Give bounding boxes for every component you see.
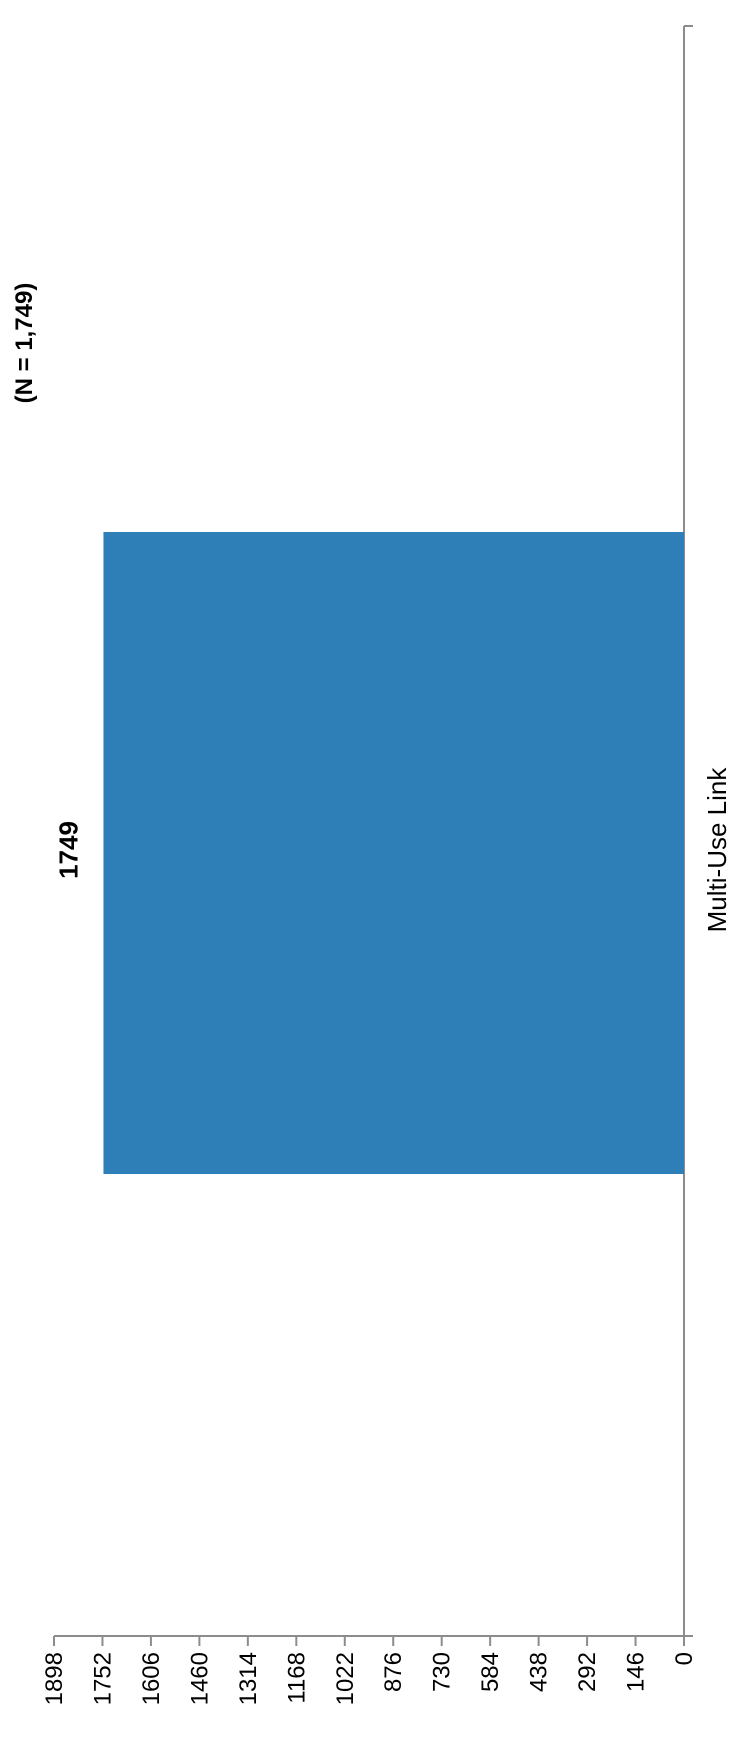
value-axis-tick-label: 292 [574, 1652, 601, 1692]
category-label: Multi-Use Link [702, 767, 732, 933]
value-axis-tick-label: 1314 [235, 1652, 262, 1705]
value-axis-tick-label: 438 [526, 1652, 553, 1692]
value-axis-tick-label: 146 [623, 1652, 650, 1692]
bar-data-label: 1749 [53, 821, 83, 879]
value-axis-tick-label: 1460 [186, 1652, 213, 1705]
value-axis-tick-label: 876 [380, 1652, 407, 1692]
value-axis-tick-label: 584 [477, 1652, 504, 1692]
bar [103, 532, 684, 1174]
value-axis-tick-label: 0 [671, 1652, 698, 1665]
value-axis-tick-label: 1898 [41, 1652, 68, 1705]
value-axis-tick-label: 730 [429, 1652, 456, 1692]
value-axis-tick-label: 1752 [89, 1652, 116, 1705]
value-axis-tick-label: 1022 [332, 1652, 359, 1705]
value-axis-tick-label: 1606 [138, 1652, 165, 1705]
chart-subtitle: (N = 1,749) [11, 283, 38, 404]
value-axis-tick-label: 1168 [283, 1652, 310, 1704]
